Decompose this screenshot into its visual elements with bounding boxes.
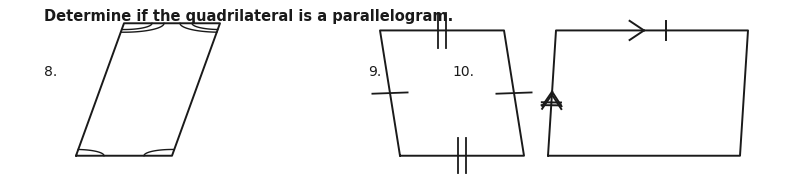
Text: 9.: 9. <box>368 65 382 79</box>
Text: Determine if the quadrilateral is a parallelogram.: Determine if the quadrilateral is a para… <box>44 9 454 24</box>
Text: 8.: 8. <box>44 65 58 79</box>
Text: 10.: 10. <box>452 65 474 79</box>
